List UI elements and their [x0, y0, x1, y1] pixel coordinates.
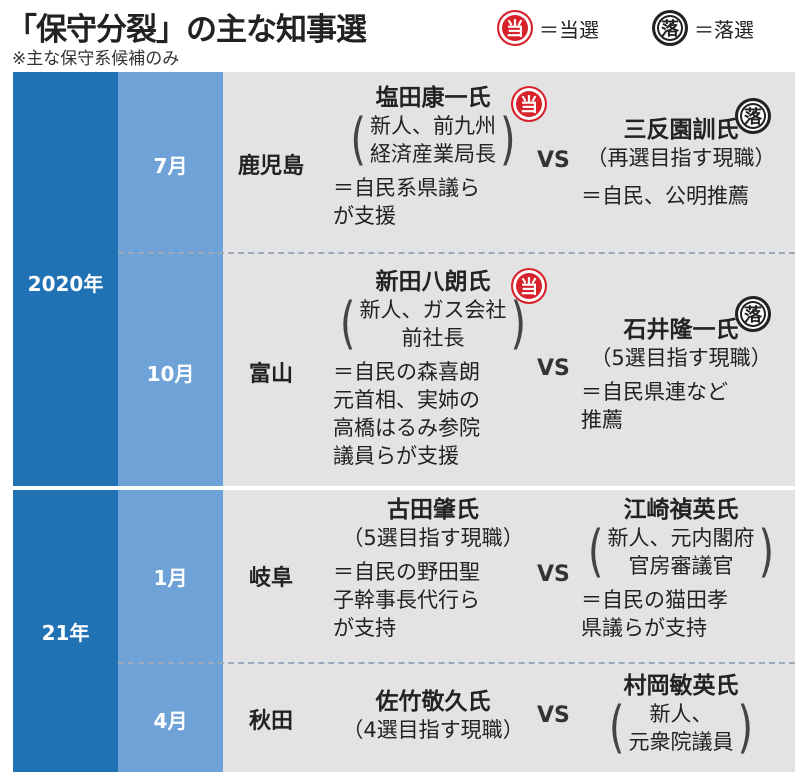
prefecture-label: 鹿児島 [237, 154, 304, 179]
candidate-left: 佐竹敬久氏 （4選目指す現職） [333, 688, 533, 744]
paren-open: ( [587, 519, 604, 585]
profile-line: 新人、 [649, 702, 713, 726]
candidate-name: 三反園訓氏 [623, 117, 739, 143]
profile-line: 再選目指す現職 [607, 146, 755, 170]
candidate-name: 村岡敏英氏 [623, 673, 739, 699]
candidate-support: ＝自民の森喜朗 元首相、実姉の 高橋はるみ参院 議員らが支援 [333, 358, 533, 470]
candidate-left: 新田八朗氏 ( 新人、ガス会社 前社長 ) ＝自民の森喜朗 元首相、実姉の 高橋… [333, 268, 533, 470]
candidate-left: 古田肇氏 （5選目指す現職） ＝自民の野田聖 子幹事長代行ら が支持 [333, 496, 533, 642]
candidate-right: 村岡敏英氏 ( 新人、 元衆院議員 ) [581, 672, 781, 756]
profile-line: 4選目指す現職 [363, 718, 503, 742]
candidate-support: ＝自民の猫田孝 県議らが支持 [581, 586, 781, 642]
profile-line: 5選目指す現職 [611, 346, 751, 370]
win-stamp-icon: 当 [511, 86, 547, 122]
candidate-support: ＝自民の野田聖 子幹事長代行ら が支持 [333, 558, 533, 642]
support-line: 県議らが支持 [581, 616, 707, 640]
profile-line: 新人、元内閣府 [607, 526, 755, 550]
profile-line: 経済産業局長 [370, 142, 496, 166]
candidate-profile: ( 新人、前九州 経済産業局長 ) [333, 112, 533, 168]
lose-stamp-icon: 落 [735, 296, 771, 332]
win-stamp-icon: 当 [511, 268, 547, 304]
paren-close: ) [737, 695, 754, 761]
paren-close: ) [758, 519, 775, 585]
support-line: ＝自民の猫田孝 [581, 588, 728, 612]
support-line: が支持 [333, 616, 396, 640]
candidate-profile: （5選目指す現職） [590, 346, 772, 370]
candidate-right: 石井隆一氏 （5選目指す現職） ＝自民県連など 推薦 [581, 316, 781, 434]
prefecture-label: 富山 [248, 362, 293, 387]
candidate-name: 塩田康一氏 [375, 85, 491, 111]
paren-open: ( [608, 695, 625, 761]
win-stamp-icon: 当 [497, 10, 533, 46]
support-line: が支援 [333, 204, 396, 228]
profile-line: 5選目指す現職 [363, 526, 503, 550]
month-label: 7月 [153, 154, 188, 178]
lose-stamp-icon: 落 [735, 98, 771, 134]
prefecture-label: 秋田 [248, 709, 293, 734]
vs-label: VS [537, 703, 570, 728]
vs-label: VS [537, 148, 570, 173]
candidate-profile: ( 新人、 元衆院議員 ) [581, 700, 781, 756]
vs-label: VS [537, 356, 570, 381]
candidate-name: 石井隆一氏 [623, 317, 739, 343]
candidate-profile: （5選目指す現職） [342, 526, 524, 550]
candidates-column [319, 72, 795, 772]
prefecture-label: 岐阜 [248, 566, 293, 591]
prefecture-column [223, 72, 319, 772]
paren-close: ) [500, 107, 516, 173]
lose-stamp-icon: 落 [652, 10, 688, 46]
support-line: 推薦 [581, 408, 623, 432]
candidate-right: 三反園訓氏 （再選目指す現職） ＝自民、公明推薦 [581, 116, 781, 210]
support-line: 議員らが支援 [333, 444, 459, 468]
candidate-right: 江崎禎英氏 ( 新人、元内閣府 官房審議官 ) ＝自民の猫田孝 県議らが支持 [581, 496, 781, 642]
candidate-profile: （再選目指す現職） [586, 146, 776, 170]
paren-open: ( [350, 107, 366, 173]
paren-open: ( [339, 291, 356, 357]
profile-line: 新人、ガス会社 [359, 298, 507, 322]
candidate-name: 佐竹敬久氏 [375, 689, 491, 715]
page-title: 「保守分裂」の主な知事選 [6, 12, 367, 48]
legend-win-text: ＝当選 [539, 17, 599, 42]
row-divider [118, 252, 795, 254]
legend-lose-text: ＝落選 [694, 17, 754, 42]
legend-lose: 落 ＝落選 [652, 10, 754, 46]
row-divider [118, 662, 795, 664]
candidate-name: 新田八朗氏 [375, 269, 491, 295]
year-label-2021: 21年 [41, 621, 90, 645]
page-subtitle: ※主な保守系候補のみ [12, 49, 180, 69]
candidate-support: ＝自民、公明推薦 [581, 182, 781, 210]
vs-label: VS [537, 562, 570, 587]
paren-close: ) [510, 291, 527, 357]
month-label: 4月 [153, 709, 188, 733]
candidate-profile: （4選目指す現職） [342, 718, 524, 742]
year-column [13, 72, 118, 772]
candidate-support: ＝自民県連など 推薦 [581, 378, 781, 434]
candidate-support: ＝自民系県議ら が支援 [333, 174, 533, 230]
year-label-2020: 2020年 [27, 272, 104, 296]
candidate-profile: ( 新人、ガス会社 前社長 ) [333, 296, 533, 352]
support-line: 子幹事長代行ら [333, 588, 480, 612]
profile-line: 官房審議官 [628, 554, 734, 578]
profile-line: 前社長 [401, 326, 465, 350]
month-label: 10月 [146, 362, 195, 386]
year-divider [13, 486, 795, 490]
candidate-left: 塩田康一氏 ( 新人、前九州 経済産業局長 ) ＝自民系県議ら が支援 [333, 84, 533, 230]
support-line: 元首相、実姉の [333, 388, 480, 412]
support-line: ＝自民の森喜朗 [333, 360, 480, 384]
support-line: 高橋はるみ参院 [333, 416, 480, 440]
support-line: ＝自民県連など [581, 380, 728, 404]
support-line: ＝自民系県議ら [333, 176, 480, 200]
support-line: ＝自民、公明推薦 [581, 184, 749, 208]
profile-line: 新人、前九州 [370, 114, 496, 138]
legend-win: 当 ＝当選 [497, 10, 599, 46]
support-line: ＝自民の野田聖 [333, 560, 480, 584]
profile-line: 元衆院議員 [628, 730, 734, 754]
candidate-profile: ( 新人、元内閣府 官房審議官 ) [581, 524, 781, 580]
month-column [118, 72, 223, 772]
month-label: 1月 [153, 566, 188, 590]
candidate-name: 古田肇氏 [387, 497, 479, 523]
candidate-name: 江崎禎英氏 [623, 497, 739, 523]
election-table: 2020年 21年 7月 10月 1月 4月 鹿児島 富山 岐阜 秋田 塩田康一… [13, 72, 795, 772]
